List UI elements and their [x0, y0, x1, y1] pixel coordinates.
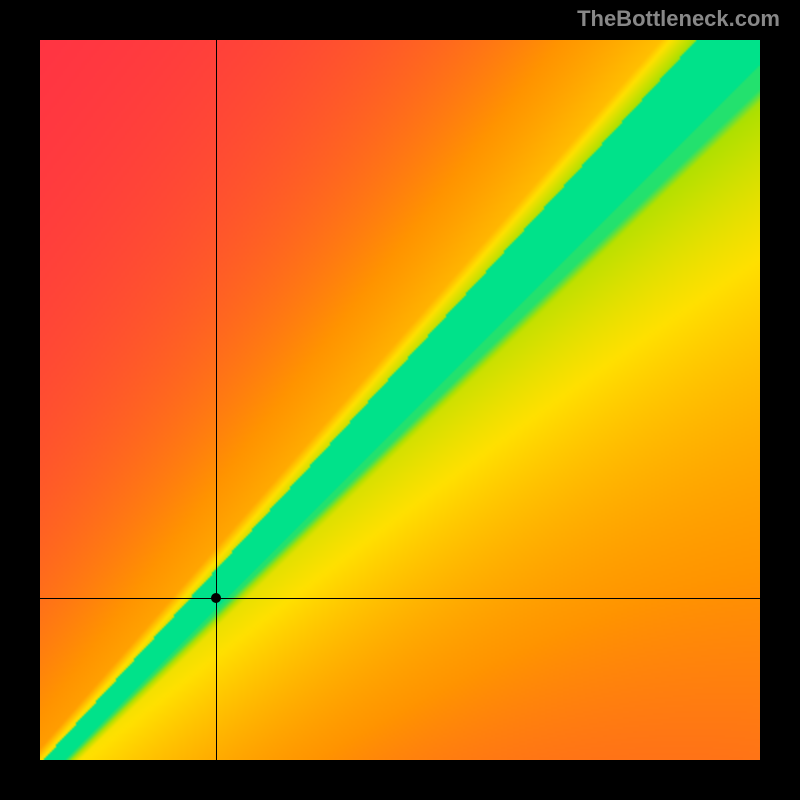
watermark-text: TheBottleneck.com	[577, 6, 780, 32]
marker-dot	[211, 593, 221, 603]
heatmap-plot	[40, 40, 760, 760]
crosshair-horizontal	[40, 598, 760, 599]
crosshair-vertical	[216, 40, 217, 760]
heatmap-canvas	[40, 40, 760, 760]
